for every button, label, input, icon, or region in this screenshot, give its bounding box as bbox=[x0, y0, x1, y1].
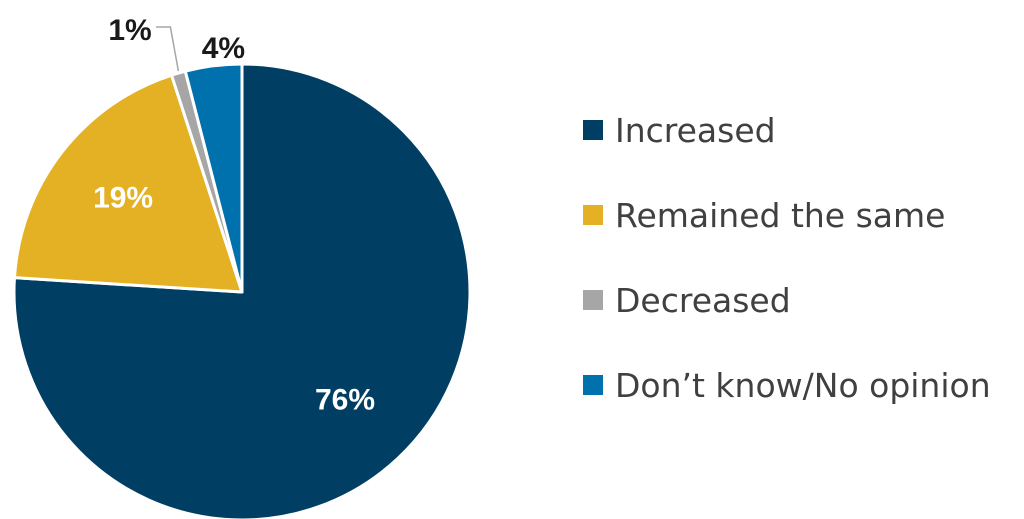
pie-slice-increased bbox=[12, 62, 472, 519]
legend-swatch-remained-the-same bbox=[583, 205, 603, 225]
legend-item-decreased: Decreased bbox=[583, 274, 991, 326]
data-label-increased: 76% bbox=[315, 384, 375, 417]
legend-label-dont-know: Don’t know/No opinion bbox=[615, 365, 991, 405]
legend-item-dont-know: Don’t know/No opinion bbox=[583, 359, 991, 411]
data-label-remained-the-same: 19% bbox=[93, 182, 153, 215]
pie-slice-remained-the-same bbox=[12, 73, 244, 294]
legend-label-remained-the-same: Remained the same bbox=[615, 195, 946, 235]
data-label-decreased: 1% bbox=[108, 14, 151, 47]
legend-label-increased: Increased bbox=[615, 110, 776, 150]
chart-legend: Increased Remained the same Decreased Do… bbox=[583, 104, 991, 444]
leader-line-decreased bbox=[156, 26, 180, 72]
pie-slice-don-t-know-no-opinion bbox=[183, 62, 244, 294]
pie-chart: 76% 19% 1% 4% bbox=[12, 14, 472, 519]
legend-swatch-decreased bbox=[583, 290, 603, 310]
legend-item-remained-the-same: Remained the same bbox=[583, 189, 991, 241]
legend-swatch-dont-know bbox=[583, 375, 603, 395]
data-label-don-t-know-no-opinion: 4% bbox=[202, 32, 245, 65]
legend-label-decreased: Decreased bbox=[615, 280, 791, 320]
legend-swatch-increased bbox=[583, 120, 603, 140]
legend-item-increased: Increased bbox=[583, 104, 991, 156]
